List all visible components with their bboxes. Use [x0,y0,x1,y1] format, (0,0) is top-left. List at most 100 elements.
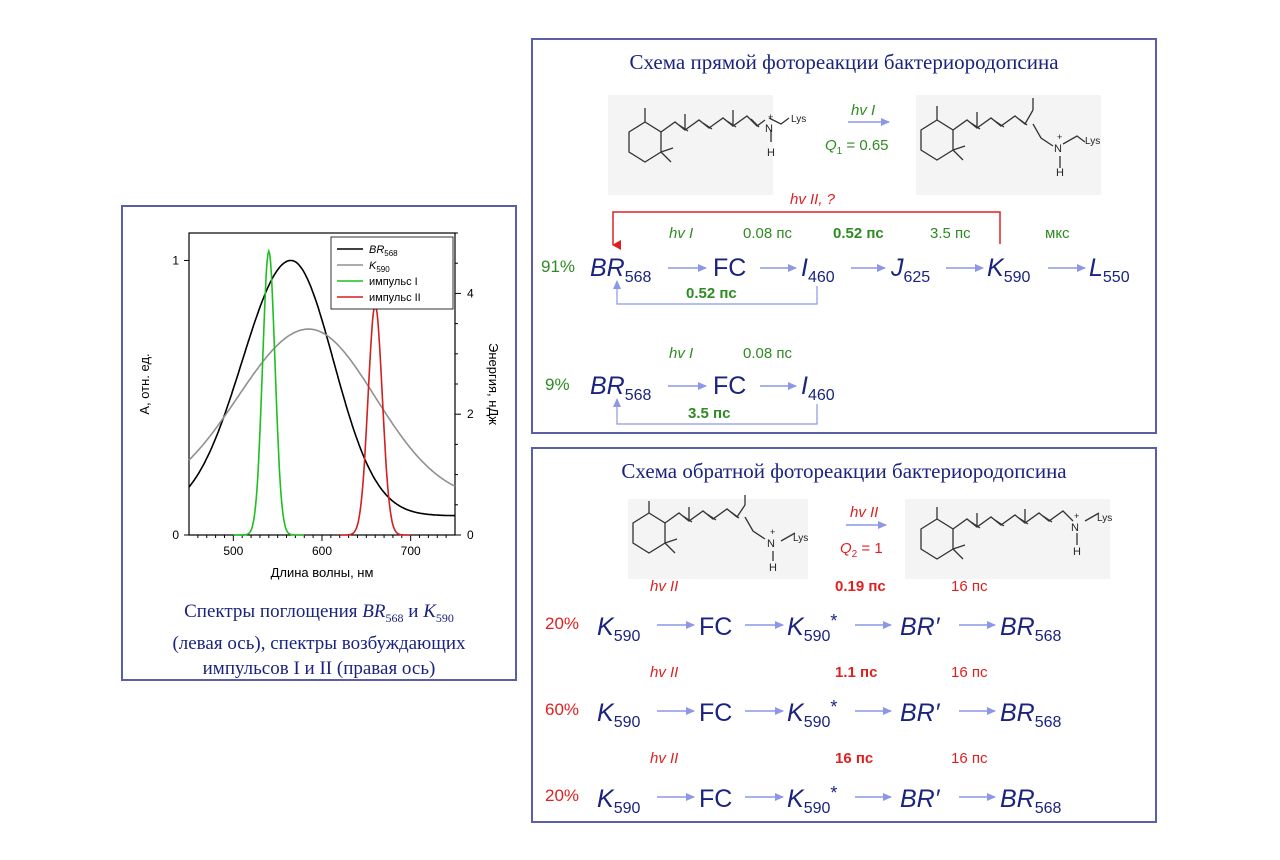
rev-plus-label-1: + [770,527,775,537]
row2-back-time: 3.5 пс [688,405,730,422]
legend-label: K590 [369,260,390,274]
y2-tick-label: 4 [467,286,474,300]
x-tick-label: 700 [401,544,421,558]
row1-i460: I460 [801,254,835,286]
rev-row-t1: 16 пс [835,750,873,767]
x-tick-label: 500 [223,544,243,558]
row1-t4: мкс [1045,225,1070,242]
q1-label: Q1 = 0.65 [825,137,889,157]
forward-scheme: Lys N + H hv I Q1 = 0.65 Lys N + H hv II… [541,95,1130,425]
caption-line-1: Спектры поглощения BR568 и K590 [184,601,454,625]
y2-tick-label: 2 [467,407,474,421]
plus-label-2: + [1057,132,1062,142]
row1-t3: 3.5 пс [930,225,971,242]
row1-t1: 0.08 пс [743,225,792,242]
y-axis-label: А, отн. ед. [137,353,152,414]
q2-label: Q2 = 1 [840,540,883,560]
rev-br-prime: BR′ [900,613,941,641]
rev-k590: K590 [597,699,640,731]
row2-t1: 0.08 пс [743,345,792,362]
rev-plus-label-2: + [1074,511,1079,521]
series-line-2 [233,248,305,536]
retinal-all-trans-molecule-rev [905,499,1110,579]
red-feedback-arrow [612,211,1001,250]
spectra-caption: Спектры поглощения BR568 и K590 (левая о… [127,599,511,681]
row2-hv: hv I [669,345,693,362]
spectra-panel: 500 600 700 0 1 0 2 4 Длина волны, нм А, отн. ед.… [121,205,517,681]
y-tick-label: 1 [172,253,179,267]
plus-label-1: + [768,112,773,122]
h-label-2: H [1056,167,1064,179]
rev-lys-label-2: Lys [1097,513,1112,524]
row1-l550: L550 [1089,254,1130,286]
rev-k590-star: K590* [787,783,837,817]
rev-row-t2: 16 пс [951,578,988,595]
rev-row-pct: 60% [545,700,579,719]
rev-n-label-1: N [767,538,775,550]
lys-label-1: Lys [791,114,806,125]
lys-label-2: Lys [1085,136,1100,147]
rev-row-hv: hv II [650,578,678,595]
hv2-question-label: hv II, ? [790,191,836,208]
row1-hv: hv I [669,225,693,242]
reverse-scheme-panel: Схема обратной фотореакции бактериородоп… [531,447,1157,823]
row1-back-arrow [613,280,818,305]
reverse-scheme: Lys N + H hv II Q2 = 1 Lys N + H 20% hv I… [545,495,1112,817]
row1-j625: J625 [890,254,930,286]
row1-fc: FC [713,254,746,282]
rev-br568: BR568 [1000,613,1062,645]
rev-h-label-2: H [1073,546,1081,558]
row1-k590: K590 [987,254,1030,286]
rev-br-prime: BR′ [900,699,941,727]
legend-label: импульс II [369,292,421,304]
row1-pct: 91% [541,257,575,276]
rev-hv2-label: hv II [850,504,878,521]
row1-back-time: 0.52 пс [686,285,737,302]
row1-t2: 0.52 пс [833,225,884,242]
rev-lys-label-1: Lys [793,533,808,544]
x-axis-label: Длина волны, нм [271,565,374,580]
h-label-1: H [767,147,775,159]
y2-tick-label: 0 [467,528,474,542]
rev-fc: FC [699,699,732,727]
rev-row-hv: hv II [650,750,678,767]
rev-k590-star: K590* [787,611,837,645]
x-tick-label: 600 [312,544,332,558]
forward-title: Схема прямой фотореакции бактериородопси… [629,50,1059,74]
rev-row-hv: hv II [650,664,678,681]
row2-back-arrow [613,398,818,425]
series-line-1 [188,328,456,487]
n-label-1: N [765,123,773,135]
row2-pct: 9% [545,375,570,394]
retinal-13-cis-molecule-rev [628,495,808,579]
legend-label: BR568 [369,244,398,258]
caption-line-3: импульсов I и II (правая ось) [202,657,436,679]
rev-br-prime: BR′ [900,785,941,813]
reverse-row-3: 20% hv II 16 пс 16 пс K590 FC K590* BR′ BR568 [545,750,1062,817]
y-tick-label: 0 [172,528,179,542]
row2-fc: FC [713,372,746,400]
reverse-row-1: 20% hv II 0.19 пс 16 пс K590 FC K590* BR′ BR568 [545,578,1062,645]
rev-row-t2: 16 пс [951,750,988,767]
row2-i460: I460 [801,372,835,404]
rev-fc: FC [699,613,732,641]
legend-label: импульс I [369,276,418,288]
rev-row-pct: 20% [545,614,579,633]
reverse-title: Схема обратной фотореакции бактериородоп… [621,459,1067,483]
caption-line-2: (левая ось), спектры возбуждающих [172,632,466,654]
rev-br568: BR568 [1000,785,1062,817]
rev-h-label-1: H [769,562,777,574]
retinal-13-cis-molecule [916,95,1101,195]
rev-k590: K590 [597,613,640,645]
rev-fc: FC [699,785,732,813]
rev-row-t1: 0.19 пс [835,578,886,595]
rev-k590-star: K590* [787,697,837,731]
rev-n-label-2: N [1071,522,1079,534]
n-label-2: N [1054,143,1062,155]
rev-br568: BR568 [1000,699,1062,731]
rev-row-t1: 1.1 пс [835,664,877,681]
spectra-chart: 500 600 700 0 1 0 2 4 Длина волны, нм А, отн. ед.… [137,232,501,580]
rev-k590: K590 [597,785,640,817]
retinal-all-trans-molecule [608,95,790,195]
row1-br568: BR568 [590,254,652,286]
